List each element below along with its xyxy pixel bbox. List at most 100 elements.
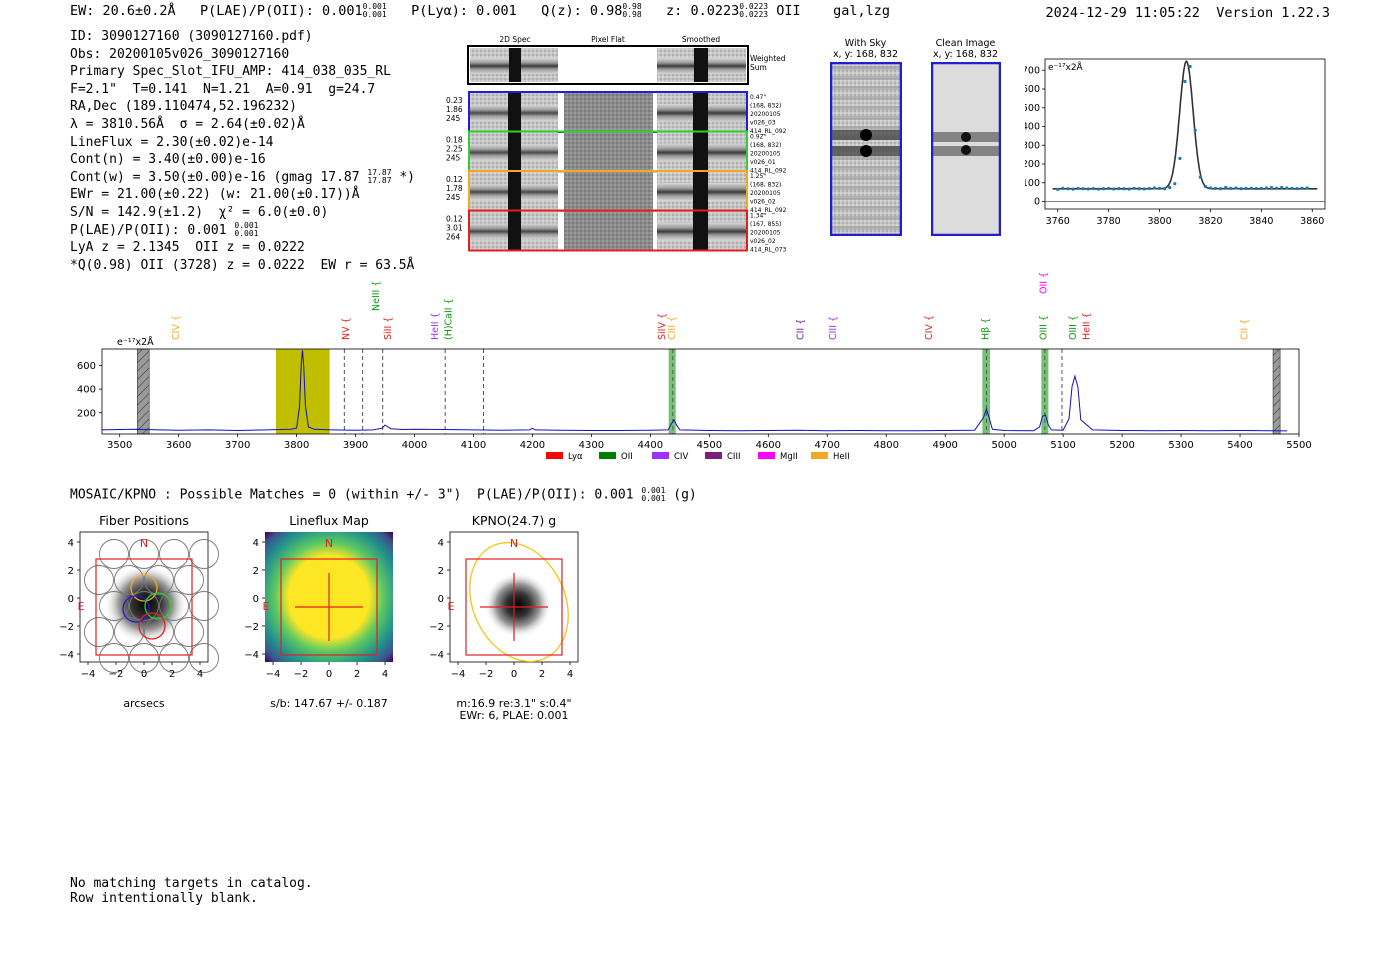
- cutout-right-stat: (168, 832): [750, 182, 781, 189]
- fit-axes-frame: [1044, 58, 1326, 210]
- legend-label: Lyα: [568, 452, 583, 462]
- footer-line-1: No matching targets in catalog.: [70, 876, 313, 891]
- spectrum-line-label: HeII {: [1082, 312, 1093, 340]
- fit-xtick-label: 3840: [1249, 216, 1273, 227]
- sky-stripe: [832, 86, 900, 90]
- fit-xtick-label: 3800: [1147, 216, 1171, 227]
- panel-xlabel-fiber: arcsecs: [123, 697, 165, 710]
- fit-data-point: [1076, 186, 1080, 190]
- cutout-right-stat: (168, 832): [750, 142, 781, 149]
- fit-data-point: [1163, 187, 1167, 191]
- cutout-right-stat: 20200105: [750, 230, 781, 237]
- spectrum-ytick-label: 400: [77, 385, 96, 396]
- fiber-circle: [84, 565, 114, 595]
- fiber-circle: [84, 617, 114, 647]
- fiber-circle: [174, 617, 204, 647]
- spectrum-xtick-label: 4900: [932, 440, 957, 451]
- fiber-circle: [129, 591, 159, 621]
- fit-ytick-label: 600: [1025, 84, 1040, 95]
- spectrum-xtick-label: 5500: [1286, 440, 1311, 451]
- cutout-2dspec-line: [508, 211, 521, 250]
- fiber-circle: [129, 643, 159, 673]
- spectrum-xtick-label: 4800: [874, 440, 899, 451]
- fiber-circle: [99, 591, 129, 621]
- fit-data-point: [1249, 186, 1253, 190]
- col-header-pixelflat: Pixel Flat: [591, 35, 625, 44]
- kpno-caption-2: EWr: 6, PLAE: 0.001: [459, 709, 568, 722]
- cutout-smoothed-line: [693, 132, 708, 171]
- full-spectrum-chart: 200 400 600 3500 3600 3700 3800 3900 4000 4100 420…: [77, 272, 1312, 462]
- legend-swatch: [811, 452, 828, 459]
- with-sky-title: With Sky: [844, 38, 887, 49]
- east-label-1: E: [78, 600, 85, 613]
- cutout-right-stat: 414_RL_092: [750, 128, 787, 135]
- panel-xtick-label: 4: [567, 669, 573, 680]
- col-header-smoothed: Smoothed: [682, 35, 721, 44]
- fiber-circle: [159, 643, 189, 673]
- clean-image-title: Clean Image: [935, 38, 996, 49]
- cutout-2dspec-line: [508, 172, 521, 210]
- fiber-circle: [189, 643, 219, 673]
- panel-title-fiber: Fiber Positions: [99, 513, 189, 528]
- spectrum-ytick-label: 600: [77, 361, 96, 372]
- fiber-circle: [114, 617, 144, 647]
- panel-xtick-label: 2: [169, 669, 175, 680]
- fit-data-point: [1091, 186, 1095, 191]
- cutout-left-stat: 264: [446, 233, 461, 242]
- fiber-circle: [189, 539, 219, 569]
- spectrum-shaded-green: [668, 349, 676, 434]
- fit-data-point: [1285, 186, 1289, 190]
- spectrum-line-label: SiIV {: [657, 313, 668, 340]
- fiber-circle: [174, 565, 204, 595]
- fiber-circle: [144, 565, 174, 595]
- panel-title-kpno: KPNO(24.7) g: [472, 513, 556, 528]
- fit-ytick-label: 300: [1025, 140, 1040, 151]
- info-plae: P(LAE)/P(OII): 0.001 0.001 0.001: [70, 221, 259, 239]
- east-label-2: E: [263, 600, 270, 613]
- fiber-circle: [114, 565, 144, 595]
- info-id: ID: 3090127160 (3090127160.pdf): [70, 29, 313, 44]
- fit-data-point: [1071, 187, 1075, 191]
- fit-data-point: [1107, 186, 1111, 190]
- cutout-pixelflat: [564, 93, 653, 131]
- fit-data-point: [1275, 186, 1279, 190]
- kpno-caption-1: m:16.9 re:3.1" s:0.4": [456, 697, 571, 710]
- fiber-circle: [129, 539, 159, 569]
- fit-xtick-label: 3760: [1046, 216, 1070, 227]
- with-sky-header: With Sky x, y: 168, 832: [828, 38, 903, 60]
- cutout-smoothed-line: [693, 172, 708, 210]
- panel-xtick-label: −4: [266, 669, 281, 680]
- spectrum-line-label: OII {: [1039, 272, 1050, 294]
- footer-notes: No matching targets in catalog. Row inten…: [70, 876, 313, 906]
- fit-data-point: [1122, 187, 1126, 191]
- north-label-3: N: [510, 537, 518, 550]
- cutout-right-stat: 1.34": [750, 213, 766, 220]
- sky-stripe: [832, 196, 900, 200]
- weighted-label-1: Weighted: [750, 54, 786, 63]
- north-label-1: N: [140, 537, 148, 550]
- fiber-circle: [99, 539, 129, 569]
- clean-image: [931, 62, 1001, 236]
- header-z-range: 0.0223 0.0223: [739, 2, 769, 19]
- spectrum-ytick-label: 200: [77, 408, 96, 419]
- header-timestamp-version: 2024-12-29 11:05:22 Version 1.22.3: [1046, 5, 1331, 21]
- panel-xtick-label: 0: [326, 669, 332, 680]
- cutout-left-stat: 0.12: [446, 175, 463, 184]
- spectrum-xtick-label: 4300: [579, 440, 604, 451]
- cutout-smoothed-line: [693, 211, 708, 250]
- spectrum-shaded-hatched: [137, 348, 150, 435]
- header-plae-range: 0.001 0.001: [362, 2, 387, 19]
- spectrum-line-label: CII {: [1240, 319, 1251, 340]
- legend-label: OII: [621, 452, 633, 462]
- info-fwhm: F=2.1" T=0.141 N=1.21 A=0.91 g=24.7: [70, 81, 376, 97]
- fit-data-point: [1213, 186, 1218, 190]
- imaging-panels: Fiber Positions N E arcsecs Lineflux Map…: [59, 513, 579, 722]
- panel-title-lineflux: Lineflux Map: [289, 513, 369, 528]
- panel-xtick-label: −2: [294, 669, 309, 680]
- panel-ytick-label: 2: [438, 566, 444, 577]
- cutout-2dspec-line: [508, 132, 521, 171]
- sky-stripe: [832, 166, 900, 170]
- sky-stripe: [832, 96, 900, 100]
